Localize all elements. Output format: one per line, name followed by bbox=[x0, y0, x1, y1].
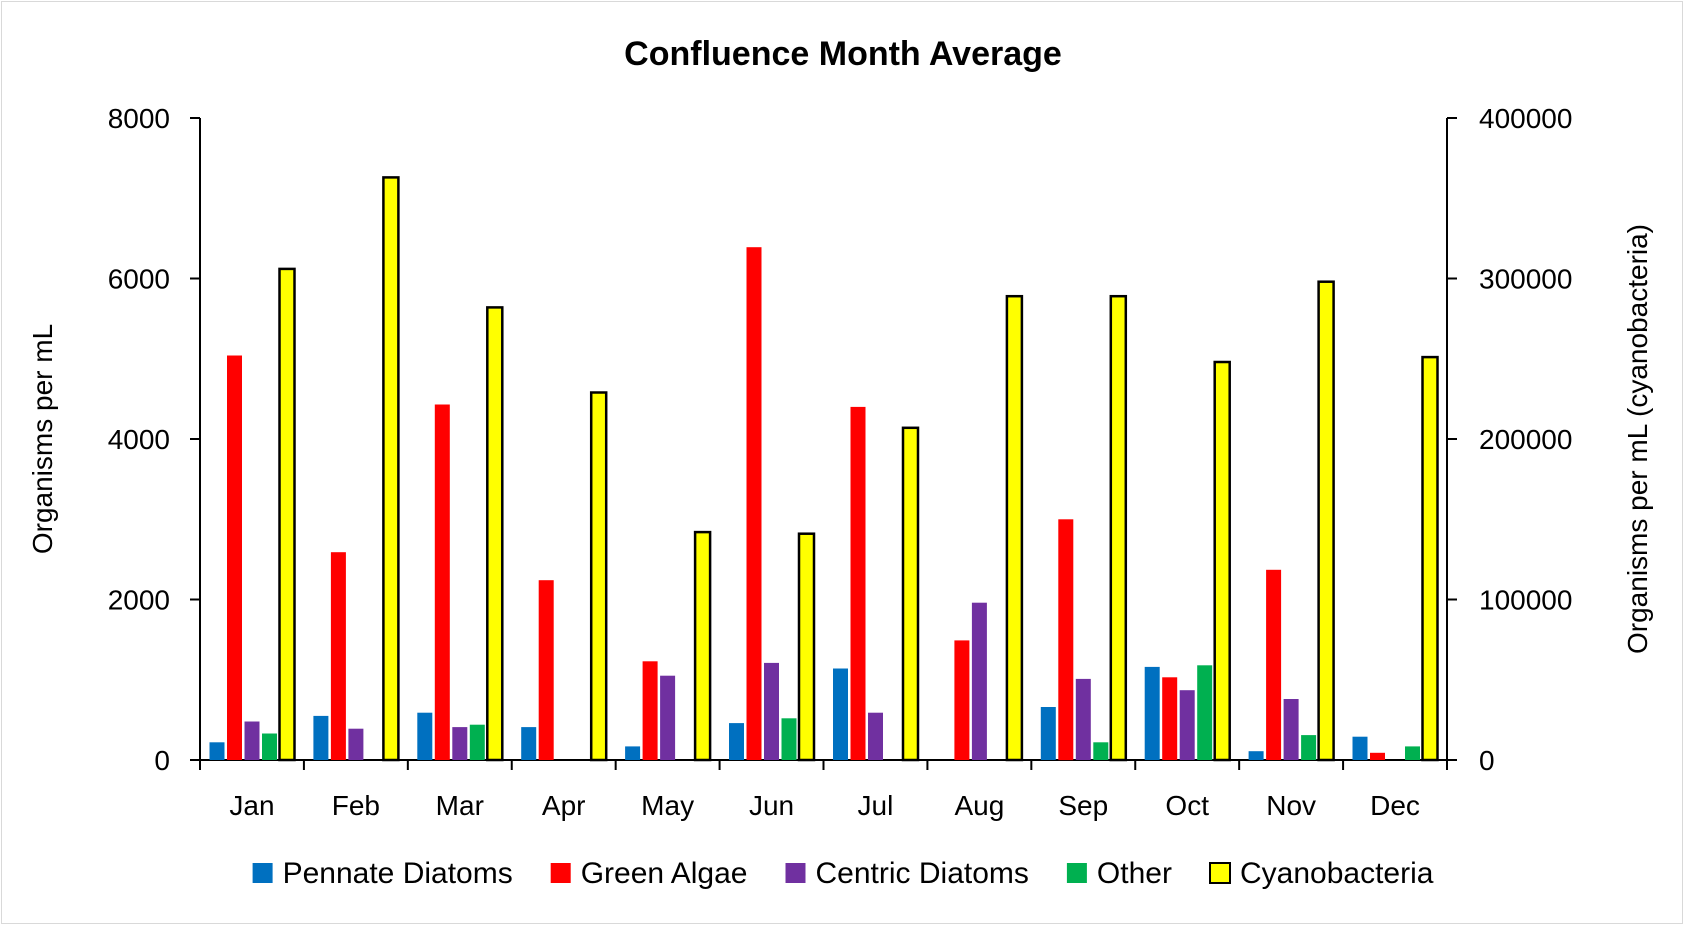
legend-swatch bbox=[1209, 862, 1231, 884]
legend-label: Other bbox=[1097, 857, 1172, 890]
x-tick-label: Feb bbox=[332, 790, 380, 821]
left-tick-label: 0 bbox=[154, 745, 170, 776]
bar-pennate-diatoms bbox=[1248, 751, 1264, 760]
bar-cyanobacteria bbox=[797, 532, 816, 762]
bar-cyanobacteria bbox=[278, 267, 296, 762]
bar-cyanobacteria bbox=[1109, 294, 1128, 762]
x-tick-label: May bbox=[641, 790, 694, 821]
x-tick-label: Aug bbox=[954, 790, 1004, 821]
bar-centric-diatoms bbox=[971, 602, 987, 760]
bar-pennate-diatoms bbox=[521, 727, 537, 760]
bar-centric-diatoms bbox=[764, 662, 779, 760]
legend-item: Pennate Diatoms bbox=[252, 857, 513, 890]
axes: 0 2000 4000 6000 8000 0 100000 200000 300000 4000… bbox=[108, 103, 1573, 821]
legend-item: Cyanobacteria bbox=[1209, 857, 1434, 890]
bar-pennate-diatoms bbox=[625, 746, 641, 760]
bar-green-algae bbox=[1162, 677, 1178, 760]
right-axis-title: Organisms per mL (cyanobacteria) bbox=[1622, 224, 1653, 654]
bar-other bbox=[1197, 665, 1213, 760]
bar-green-algae bbox=[227, 355, 242, 760]
right-tick-label: 300000 bbox=[1479, 264, 1572, 295]
left-tick-label: 2000 bbox=[108, 585, 170, 616]
right-tick-label: 400000 bbox=[1479, 103, 1572, 134]
left-axis-title: Organisms per mL bbox=[27, 324, 58, 554]
bar-centric-diatoms bbox=[452, 727, 468, 760]
legend-item: Green Algae bbox=[550, 857, 748, 890]
legend: Pennate Diatoms Green Algae Centric Diatom… bbox=[252, 857, 1434, 890]
bar-green-algae bbox=[1058, 519, 1074, 761]
bar-pennate-diatoms bbox=[1040, 707, 1056, 760]
bar-other bbox=[469, 724, 485, 760]
bar-other bbox=[262, 733, 277, 760]
right-tick-label: 100000 bbox=[1479, 585, 1572, 616]
bar-centric-diatoms bbox=[348, 728, 364, 760]
bar-centric-diatoms bbox=[244, 721, 260, 760]
bar-cyanobacteria bbox=[382, 176, 400, 762]
legend-swatch bbox=[252, 863, 273, 883]
bar-cyanobacteria bbox=[901, 426, 920, 762]
legend-label: Green Algae bbox=[581, 857, 748, 890]
x-tick-label: Jan bbox=[229, 790, 274, 821]
bar-green-algae bbox=[1266, 569, 1282, 760]
bar-cyanobacteria bbox=[486, 306, 504, 762]
right-tick-label: 0 bbox=[1479, 745, 1495, 776]
legend-label: Centric Diatoms bbox=[816, 857, 1029, 890]
bar-pennate-diatoms bbox=[1352, 736, 1368, 760]
bar-cyanobacteria bbox=[1005, 294, 1024, 762]
bar-green-algae bbox=[642, 661, 658, 760]
bar-centric-diatoms bbox=[660, 675, 676, 760]
bar-pennate-diatoms bbox=[417, 712, 433, 760]
legend-swatch bbox=[785, 863, 806, 883]
legend-label: Cyanobacteria bbox=[1240, 857, 1434, 890]
bar-centric-diatoms bbox=[1179, 690, 1195, 760]
legend-label: Pennate Diatoms bbox=[283, 857, 513, 890]
bar-green-algae bbox=[330, 552, 346, 760]
bar-pennate-diatoms bbox=[1144, 666, 1160, 760]
left-tick-label: 6000 bbox=[108, 264, 170, 295]
left-tick-label: 8000 bbox=[108, 103, 170, 134]
bar-green-algae bbox=[954, 640, 970, 760]
x-tick-label: Nov bbox=[1266, 790, 1316, 821]
bar-green-algae bbox=[1370, 752, 1385, 760]
bar-other bbox=[1301, 735, 1317, 760]
bar-green-algae bbox=[850, 406, 866, 760]
legend-swatch bbox=[550, 863, 571, 883]
bars bbox=[209, 176, 1439, 762]
x-tick-label: Jul bbox=[858, 790, 894, 821]
x-tick-label: Apr bbox=[542, 790, 586, 821]
bar-pennate-diatoms bbox=[313, 715, 329, 760]
chart-title: Confluence Month Average bbox=[624, 35, 1062, 73]
bar-pennate-diatoms bbox=[209, 742, 225, 760]
right-tick-label: 200000 bbox=[1479, 424, 1572, 455]
x-tick-label: Sep bbox=[1058, 790, 1108, 821]
bar-green-algae bbox=[434, 404, 450, 760]
bar-pennate-diatoms bbox=[833, 668, 848, 760]
bar-centric-diatoms bbox=[868, 712, 883, 760]
legend-item: Centric Diatoms bbox=[785, 857, 1029, 890]
bar-centric-diatoms bbox=[1283, 699, 1299, 760]
bar-cyanobacteria bbox=[1421, 355, 1439, 762]
legend-item: Other bbox=[1066, 857, 1172, 890]
bar-pennate-diatoms bbox=[729, 723, 744, 760]
left-tick-label: 4000 bbox=[108, 424, 170, 455]
legend-swatch bbox=[1066, 863, 1087, 883]
x-tick-label: Mar bbox=[436, 790, 484, 821]
bar-centric-diatoms bbox=[1075, 678, 1091, 760]
bar-green-algae bbox=[746, 247, 762, 760]
bar-other bbox=[1093, 742, 1109, 760]
x-tick-label: Oct bbox=[1165, 790, 1209, 821]
bar-cyanobacteria bbox=[1317, 280, 1335, 762]
x-tick-label: Dec bbox=[1370, 790, 1420, 821]
x-tick-label: Jun bbox=[749, 790, 794, 821]
bar-green-algae bbox=[538, 580, 554, 760]
bar-cyanobacteria bbox=[1213, 360, 1231, 762]
bar-cyanobacteria bbox=[693, 530, 712, 762]
bar-other bbox=[1405, 746, 1420, 760]
bar-cyanobacteria bbox=[589, 391, 608, 762]
bar-other bbox=[781, 718, 797, 760]
